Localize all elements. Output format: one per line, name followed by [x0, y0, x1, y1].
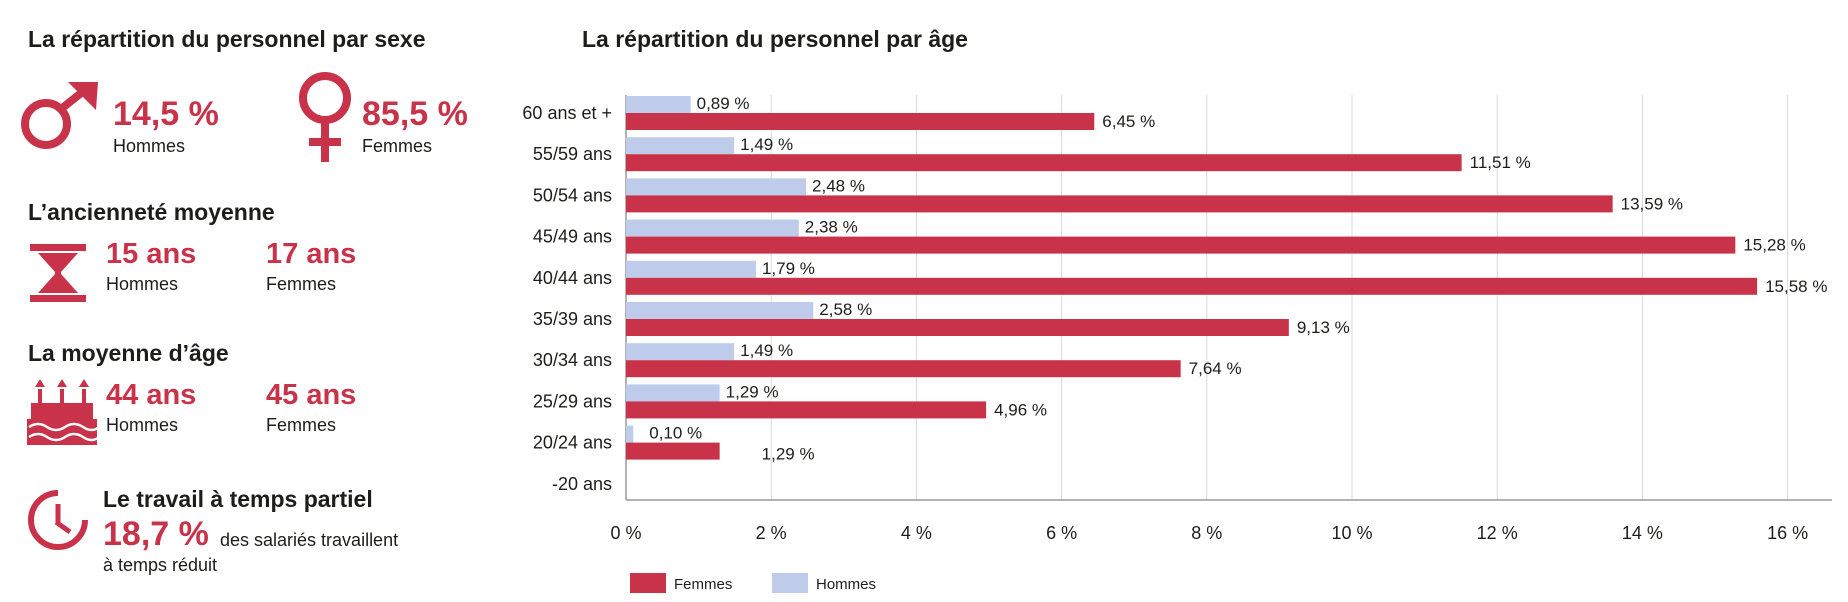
x-tick-label: 4 %	[901, 523, 932, 543]
age-femmes-value: 45 ans	[266, 379, 357, 411]
bar-femmes	[626, 154, 1462, 172]
bar-femmes	[626, 113, 1095, 130]
data-label-femmes: 6,45 %	[1102, 112, 1155, 131]
data-label-hommes: 1,29 %	[726, 382, 779, 401]
x-tick-label: 6 %	[1046, 523, 1077, 543]
bar-hommes	[626, 260, 756, 278]
bar-hommes	[626, 343, 735, 361]
data-label-femmes: 15,58 %	[1765, 277, 1827, 296]
anciennete-femmes-label: Femmes	[266, 274, 337, 294]
data-label-hommes: 0,10 %	[649, 424, 702, 443]
clock-icon	[28, 490, 88, 550]
y-category-label: -20 ans	[552, 474, 612, 494]
anciennete-femmes-value: 17 ans	[266, 238, 357, 270]
y-category-label: 25/29 ans	[533, 391, 612, 411]
data-label-hommes: 0,89 %	[697, 94, 750, 113]
bar-femmes	[626, 236, 1736, 254]
bar-hommes	[626, 384, 720, 402]
y-category-label: 20/24 ans	[533, 433, 612, 453]
bar-femmes	[626, 319, 1289, 336]
data-label-hommes: 1,49 %	[740, 135, 793, 154]
female-symbol-icon	[299, 72, 351, 162]
y-category-label: 45/49 ans	[533, 227, 612, 247]
bar-femmes	[626, 360, 1181, 378]
age-moyen-title: La moyenne d’âge	[28, 340, 229, 366]
data-label-hommes: 1,49 %	[740, 341, 793, 360]
birthday-cake-icon	[27, 379, 97, 445]
temps-partiel-text-line1: des salariés travaillent	[220, 530, 399, 550]
temps-partiel-title: Le travail à temps partiel	[103, 486, 373, 512]
femmes-percentage: 85,5 %	[362, 95, 468, 133]
data-label-femmes: 9,13 %	[1297, 318, 1350, 337]
anciennete-title: L’ancienneté moyenne	[28, 199, 275, 225]
y-category-label: 35/39 ans	[533, 309, 612, 329]
chart-title: La répartition du personnel par âge	[582, 26, 968, 52]
femmes-label: Femmes	[362, 136, 433, 156]
legend-swatch-femmes	[630, 573, 666, 593]
x-tick-label: 0 %	[610, 523, 641, 543]
data-label-hommes: 1,79 %	[762, 259, 815, 278]
data-label-femmes: 4,96 %	[994, 400, 1047, 419]
y-category-label: 30/34 ans	[533, 350, 612, 370]
data-label-femmes: 13,59 %	[1621, 194, 1683, 213]
x-tick-label: 10 %	[1331, 523, 1372, 543]
age-hommes-value: 44 ans	[106, 379, 197, 411]
legend-swatch-hommes	[772, 573, 808, 593]
x-tick-label: 8 %	[1191, 523, 1222, 543]
hommes-label: Hommes	[113, 136, 186, 156]
data-label-femmes: 7,64 %	[1189, 359, 1242, 378]
bar-hommes	[626, 178, 807, 196]
x-tick-label: 2 %	[756, 523, 787, 543]
hourglass-icon	[30, 244, 86, 302]
y-category-label: 55/59 ans	[533, 144, 612, 164]
bar-hommes	[626, 137, 735, 155]
data-label-hommes: 2,58 %	[819, 300, 872, 319]
data-label-femmes: 1,29 %	[762, 445, 815, 464]
bar-femmes	[626, 442, 720, 460]
bar-hommes	[626, 425, 634, 443]
bar-hommes	[626, 302, 814, 319]
age-hommes-label: Hommes	[106, 415, 179, 435]
temps-partiel-value: 18,7 %	[103, 515, 209, 553]
x-tick-label: 14 %	[1622, 523, 1663, 543]
data-label-femmes: 15,28 %	[1743, 236, 1805, 255]
data-label-femmes: 11,51 %	[1470, 153, 1531, 172]
temps-partiel-text-line2: à temps réduit	[103, 555, 218, 575]
bar-hommes	[626, 96, 691, 113]
anciennete-hommes-value: 15 ans	[106, 238, 197, 270]
hommes-percentage: 14,5 %	[113, 95, 219, 133]
data-label-hommes: 2,48 %	[812, 176, 865, 195]
x-tick-label: 12 %	[1477, 523, 1518, 543]
anciennete-hommes-label: Hommes	[106, 274, 179, 294]
legend-label-hommes: Hommes	[816, 576, 876, 593]
legend-label-femmes: Femmes	[674, 576, 732, 593]
left-panel: La répartition du personnel par sexe 14,…	[0, 0, 520, 602]
x-tick-label: 16 %	[1767, 523, 1808, 543]
y-category-label: 60 ans et +	[522, 103, 612, 123]
male-symbol-icon	[21, 82, 98, 149]
bar-femmes	[626, 401, 987, 419]
y-category-label: 40/44 ans	[533, 268, 612, 288]
bar-hommes	[626, 219, 799, 237]
age-femmes-label: Femmes	[266, 415, 337, 435]
sexe-title: La répartition du personnel par sexe	[28, 26, 426, 52]
y-category-label: 50/54 ans	[533, 185, 612, 205]
data-label-hommes: 2,38 %	[805, 218, 858, 237]
bar-femmes	[626, 195, 1613, 213]
bar-femmes	[626, 277, 1758, 295]
